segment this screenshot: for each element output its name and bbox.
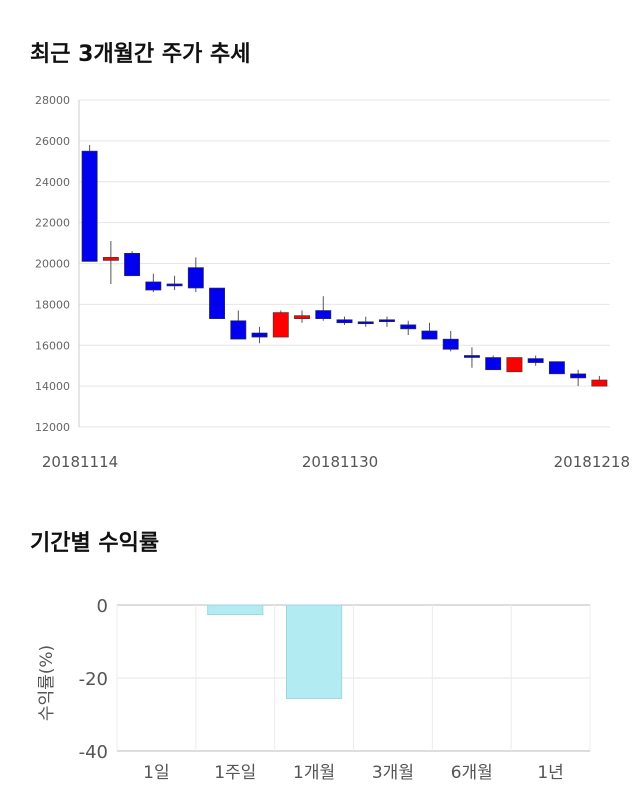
candle-body (548, 361, 565, 375)
candle-body (379, 319, 395, 323)
candle-body (294, 315, 310, 319)
candle-body (570, 373, 587, 379)
y-tick-label: -20 (79, 669, 108, 690)
candle-body (336, 319, 353, 324)
candle-body (230, 320, 247, 340)
price-trend-title: 최근 3개월간 주가 추세 (30, 42, 251, 67)
candle-body (442, 338, 459, 350)
y-tick-label: 16000 (35, 339, 70, 352)
candle-body (272, 312, 289, 338)
candle-body (251, 332, 268, 338)
x-category-label: 1개월 (293, 763, 335, 783)
candle-body (506, 357, 523, 373)
candle-body (124, 252, 141, 277)
candle-body (166, 283, 183, 287)
y-tick-label: 0 (97, 596, 108, 617)
y-tick-label: 28000 (35, 94, 70, 107)
x-date-label: 20181130 (302, 453, 378, 471)
x-category-label: 1년 (537, 763, 563, 783)
x-category-label: 1주일 (214, 763, 256, 783)
candle-body (81, 150, 98, 262)
candle-body (187, 267, 204, 289)
y-axis-label: 수익률(%) (37, 645, 57, 721)
candle-body (102, 257, 119, 261)
return-bar (285, 604, 343, 699)
candle-body (357, 321, 374, 325)
y-tick-label: 14000 (35, 380, 70, 393)
period-returns-title: 기간별 수익률 (30, 531, 160, 556)
x-category-label: 6개월 (451, 763, 493, 783)
return-bar (207, 604, 264, 615)
candle-body (209, 287, 226, 319)
candle-body (315, 310, 332, 319)
candle-body (145, 281, 162, 291)
y-tick-label: 22000 (35, 217, 70, 230)
candle-body (527, 358, 544, 363)
candlestick-chart: 28000 26000 24000 22000 20000 18000 16000 14000… (35, 94, 630, 471)
candle-body (485, 357, 502, 371)
x-category-label: 3개월 (372, 763, 414, 783)
returns-bar-chart: 0 -20 -40 1일 1주일 1개월 3개월 6개월 1년 수익률(%) (37, 596, 591, 783)
y-tick-label: 26000 (35, 135, 70, 148)
candle-body (421, 330, 438, 340)
y-tick-label: -40 (79, 742, 108, 763)
candle-body (400, 324, 417, 330)
x-category-label: 1일 (143, 763, 169, 783)
x-date-label: 20181218 (554, 453, 630, 471)
candle-body (591, 379, 608, 387)
x-date-label: 20181114 (42, 453, 118, 471)
y-tick-label: 20000 (35, 258, 70, 271)
candle-body (463, 355, 480, 358)
y-tick-label: 24000 (35, 176, 70, 189)
y-tick-label: 12000 (35, 421, 70, 434)
y-tick-label: 18000 (35, 298, 70, 311)
